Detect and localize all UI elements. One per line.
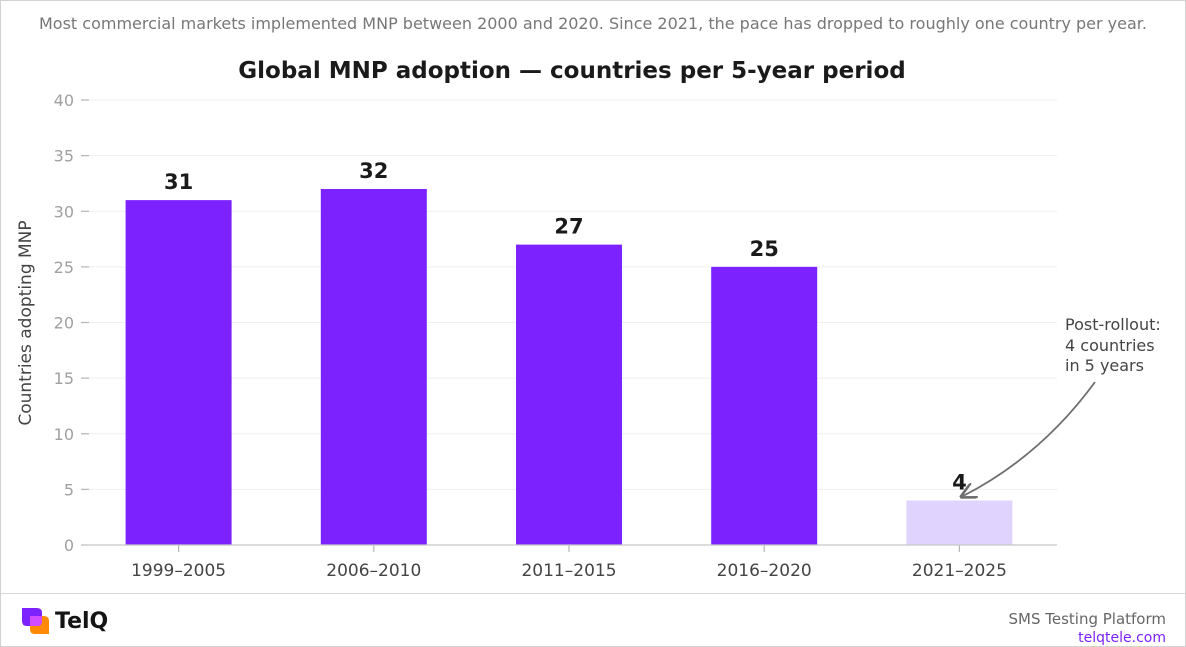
bar-value-label: 31 [164,170,193,194]
bar-2011-2015 [516,244,622,545]
bar-1999-2005 [125,200,232,545]
annotation-line-2: 4 countries [1065,336,1155,355]
x-tick-label: 2021–2025 [912,561,1007,581]
y-axis-label: Countries adopting MNP [16,220,36,425]
bar-value-label: 32 [359,159,388,183]
y-tick-label: 20 [54,314,74,333]
footer-divider [1,593,1185,594]
telq-logo-icon [21,608,51,634]
platform-tagline: SMS Testing Platform [1008,610,1166,628]
bar-value-label: 27 [554,215,583,239]
annotation-arrow [963,381,1096,496]
bar-2021-2025 [906,500,1013,545]
x-tick-label: 1999–2005 [131,561,226,581]
y-tick-label: 30 [54,202,74,221]
y-tick-label: 0 [64,536,74,555]
telq-logo: TelQ [21,607,108,635]
y-axis-ticks: 0 5 10 15 20 25 30 35 40 [54,91,89,555]
bars [125,189,1013,545]
annotation-line-3: in 5 years [1065,356,1144,375]
website-link[interactable]: telqtele.com [1078,630,1166,646]
bar-chart: Global MNP adoption — countries per 5-ye… [16,58,1161,581]
y-tick-label: 40 [54,91,74,110]
bar-value-label: 25 [750,237,779,261]
bar-value-labels: 31 32 27 25 4 [164,159,967,495]
chart-title: Global MNP adoption — countries per 5-ye… [238,58,905,84]
y-tick-label: 35 [54,147,74,166]
y-tick-label: 25 [54,258,74,277]
x-axis-ticks: 1999–2005 2006–2010 2011–2015 2016–2020 2021… [131,545,1007,581]
brand-name: TelQ [55,608,109,634]
y-tick-label: 10 [54,425,74,444]
bar-2016-2020 [711,266,818,545]
annotation-line-1: Post-rollout: [1065,315,1161,334]
y-tick-label: 5 [64,480,74,499]
bar-2006-2010 [320,189,427,545]
x-tick-label: 2006–2010 [326,561,421,581]
x-tick-label: 2016–2020 [717,561,812,581]
chart-subtitle: Most commercial markets implemented MNP … [38,14,1147,33]
x-tick-label: 2011–2015 [521,561,616,581]
annotation: Post-rollout: 4 countries in 5 years [963,315,1161,496]
y-tick-label: 15 [54,369,74,388]
bar-value-label: 4 [952,471,967,495]
